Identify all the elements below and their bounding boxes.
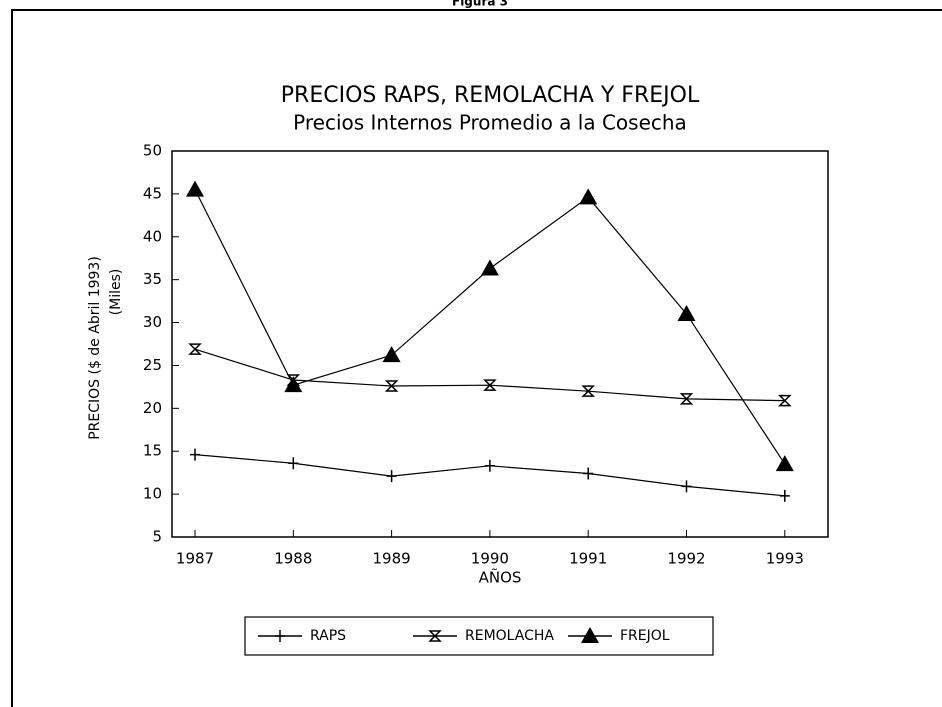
x-tick-label: 1988 — [274, 550, 312, 568]
marker — [288, 457, 299, 470]
chart-title: PRECIOS RAPS, REMOLACHA Y FREJOL — [281, 83, 700, 108]
frame — [11, 9, 942, 707]
marker — [679, 393, 694, 405]
marker — [579, 188, 598, 205]
marker — [484, 459, 495, 472]
y-tick-label: 50 — [143, 142, 162, 160]
y-axis-label: PRECIOS ($ de Abril 1993) — [87, 256, 103, 440]
x-tick-label: 1989 — [373, 550, 411, 568]
series-line — [194, 348, 785, 402]
y-tick-label: 10 — [143, 485, 162, 503]
marker — [581, 627, 599, 643]
x-tick-label: 1990 — [471, 550, 509, 568]
y-tick-label: 15 — [143, 442, 162, 460]
marker — [284, 376, 303, 393]
header: Figura 3 — [452, 0, 508, 9]
marker — [428, 630, 442, 642]
y-tick-label: 45 — [143, 184, 162, 202]
marker — [581, 385, 596, 397]
y-tick-label: 35 — [143, 270, 162, 288]
marker — [190, 448, 200, 461]
marker — [186, 180, 204, 197]
series-line — [194, 189, 786, 465]
x-tick-label: 1992 — [667, 550, 705, 568]
marker — [583, 467, 594, 480]
y-tick-label: 25 — [143, 356, 162, 374]
y-tick-label: 30 — [143, 313, 162, 331]
marker — [382, 346, 401, 363]
legend-box — [244, 616, 714, 656]
marker — [386, 470, 397, 483]
x-tick-label: 1993 — [766, 550, 804, 568]
x-tick-label: 1987 — [176, 550, 214, 568]
marker — [188, 343, 202, 355]
legend-label: FREJOL — [620, 628, 670, 644]
marker — [681, 480, 692, 493]
marker — [384, 380, 399, 392]
plot-area — [171, 150, 829, 538]
marker — [483, 379, 497, 391]
marker — [775, 455, 794, 472]
y-tick-label: 5 — [152, 528, 162, 546]
legend-label: RAPS — [310, 628, 346, 644]
x-axis-label: AÑOS — [479, 568, 522, 587]
marker — [779, 489, 790, 502]
marker — [275, 630, 285, 642]
y-axis-label-2: (Miles) — [108, 269, 124, 316]
y-tick-label: 20 — [143, 399, 162, 417]
marker — [677, 304, 696, 321]
legend-label: REMOLACHA — [465, 628, 554, 644]
x-tick-label: 1991 — [569, 550, 607, 568]
y-tick-label: 40 — [143, 227, 162, 245]
marker — [777, 394, 792, 407]
marker — [480, 259, 499, 276]
chart-subtitle: Precios Internos Promedio a la Cosecha — [293, 111, 687, 135]
